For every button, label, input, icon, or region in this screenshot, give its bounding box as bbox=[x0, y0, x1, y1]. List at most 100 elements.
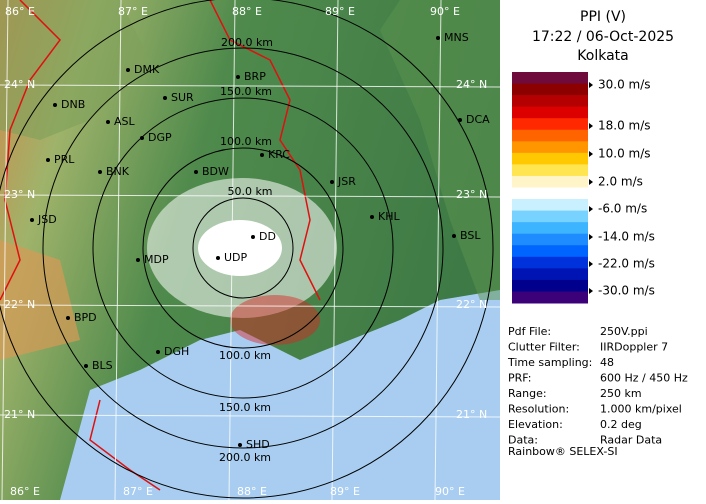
city-label: BPD bbox=[74, 311, 97, 324]
scale-band bbox=[512, 245, 588, 258]
scale-label: 10.0 m/s bbox=[598, 147, 651, 161]
city-dot bbox=[106, 120, 110, 124]
city-label: DGP bbox=[148, 131, 172, 144]
scale-band bbox=[512, 199, 588, 212]
parallel bbox=[0, 414, 501, 418]
color-scale: 30.0 m/s 18.0 m/s 10.0 m/s 2.0 m/s -6.0 m/s -… bbox=[512, 72, 655, 304]
ring-label: 150.0 km bbox=[220, 85, 272, 98]
city-label: JSR bbox=[337, 175, 356, 188]
city-dot bbox=[98, 170, 102, 174]
city-dot bbox=[251, 235, 255, 239]
scale-tick bbox=[589, 288, 593, 294]
scale-label: 2.0 m/s bbox=[598, 175, 643, 189]
lon-label: 90° E bbox=[435, 485, 465, 498]
city-label: DCA bbox=[466, 113, 490, 126]
scale-band bbox=[512, 152, 588, 165]
lat-label: 21° N bbox=[4, 408, 35, 421]
info-key: Clutter Filter: bbox=[508, 341, 580, 354]
sea bbox=[60, 290, 500, 500]
city-label: SHD bbox=[246, 438, 270, 451]
city-dot bbox=[452, 234, 456, 238]
city-label: BNK bbox=[106, 165, 130, 178]
lon-label: 87° E bbox=[118, 5, 148, 18]
echo-core bbox=[198, 220, 282, 276]
city-dot bbox=[216, 256, 220, 260]
info-key: Range: bbox=[508, 387, 547, 400]
lon-label: 87° E bbox=[123, 485, 153, 498]
info-key: Data: bbox=[508, 434, 538, 447]
scale-band bbox=[512, 141, 588, 154]
lat-label: 23° N bbox=[456, 188, 487, 201]
scale-label: -14.0 m/s bbox=[598, 230, 655, 244]
info-value: 48 bbox=[600, 356, 614, 369]
lat-label: 22° N bbox=[456, 298, 487, 311]
info-value: IIRDoppler 7 bbox=[600, 341, 668, 354]
scale-label: 30.0 m/s bbox=[598, 78, 651, 92]
scale-tick bbox=[589, 179, 593, 185]
scale-band bbox=[512, 83, 588, 96]
city-dot bbox=[330, 180, 334, 184]
range-ring bbox=[92, 97, 394, 399]
parallel bbox=[0, 84, 501, 88]
grid bbox=[0, 0, 501, 501]
lon-label: 89° E bbox=[325, 5, 355, 18]
plateau bbox=[0, 240, 80, 360]
city-dot bbox=[163, 96, 167, 100]
lat-label: 22° N bbox=[4, 298, 35, 311]
city-label: DGH bbox=[164, 345, 189, 358]
city-dot bbox=[458, 118, 462, 122]
scale-band bbox=[512, 210, 588, 223]
city-dot bbox=[53, 103, 57, 107]
city-label: KRC bbox=[268, 148, 290, 161]
lon-label: 88° E bbox=[232, 5, 262, 18]
city-label: ASL bbox=[114, 115, 136, 128]
lat-label: 23° N bbox=[4, 188, 35, 201]
city-dot bbox=[66, 316, 70, 320]
scale-label: -6.0 m/s bbox=[598, 202, 647, 216]
scale-band bbox=[512, 164, 588, 177]
range-ring bbox=[0, 0, 494, 499]
scale-band bbox=[512, 95, 588, 108]
scale-band bbox=[512, 222, 588, 235]
city-dot bbox=[126, 68, 130, 72]
footer: Rainbow® SELEX-SI bbox=[508, 445, 618, 458]
city-dot bbox=[194, 170, 198, 174]
city-dot bbox=[84, 364, 88, 368]
scale-band bbox=[512, 256, 588, 269]
city-label: DD bbox=[259, 230, 276, 243]
scale-label: -30.0 m/s bbox=[598, 284, 655, 298]
ring-label: 100.0 km bbox=[220, 135, 272, 148]
lat-label: 24° N bbox=[456, 78, 487, 91]
city-label: PRL bbox=[54, 153, 75, 166]
city-label: BDW bbox=[202, 165, 229, 178]
meridian bbox=[228, 0, 236, 501]
info-value: 1.000 km/pixel bbox=[600, 403, 682, 416]
ring-label: 150.0 km bbox=[219, 401, 271, 414]
city-label: DNB bbox=[61, 98, 85, 111]
ring-label: 50.0 km bbox=[227, 185, 272, 198]
scale-band bbox=[512, 72, 588, 85]
ring-label: 200.0 km bbox=[221, 36, 273, 49]
city-dot bbox=[30, 218, 34, 222]
city-dot bbox=[136, 258, 140, 262]
scale-band bbox=[512, 175, 588, 188]
range-ring bbox=[192, 197, 294, 299]
scale-tick bbox=[589, 206, 593, 212]
time: 17:22 / 06-Oct-2025 bbox=[532, 29, 674, 45]
info-key: Time sampling: bbox=[507, 356, 592, 369]
city-label: KHL bbox=[378, 210, 400, 223]
rivers bbox=[230, 295, 320, 345]
lon-label: 86° E bbox=[5, 5, 35, 18]
delta bbox=[380, 0, 500, 300]
city-label: BRP bbox=[244, 70, 266, 83]
city-label: JSD bbox=[37, 213, 57, 226]
station: Kolkata bbox=[577, 48, 628, 64]
scale-band bbox=[512, 268, 588, 281]
city-label: MDP bbox=[144, 253, 169, 266]
info-key: PRF: bbox=[508, 372, 531, 385]
scale-band bbox=[512, 118, 588, 131]
lon-label: 86° E bbox=[10, 485, 40, 498]
info-key: Resolution: bbox=[508, 403, 569, 416]
parallel bbox=[0, 194, 501, 198]
